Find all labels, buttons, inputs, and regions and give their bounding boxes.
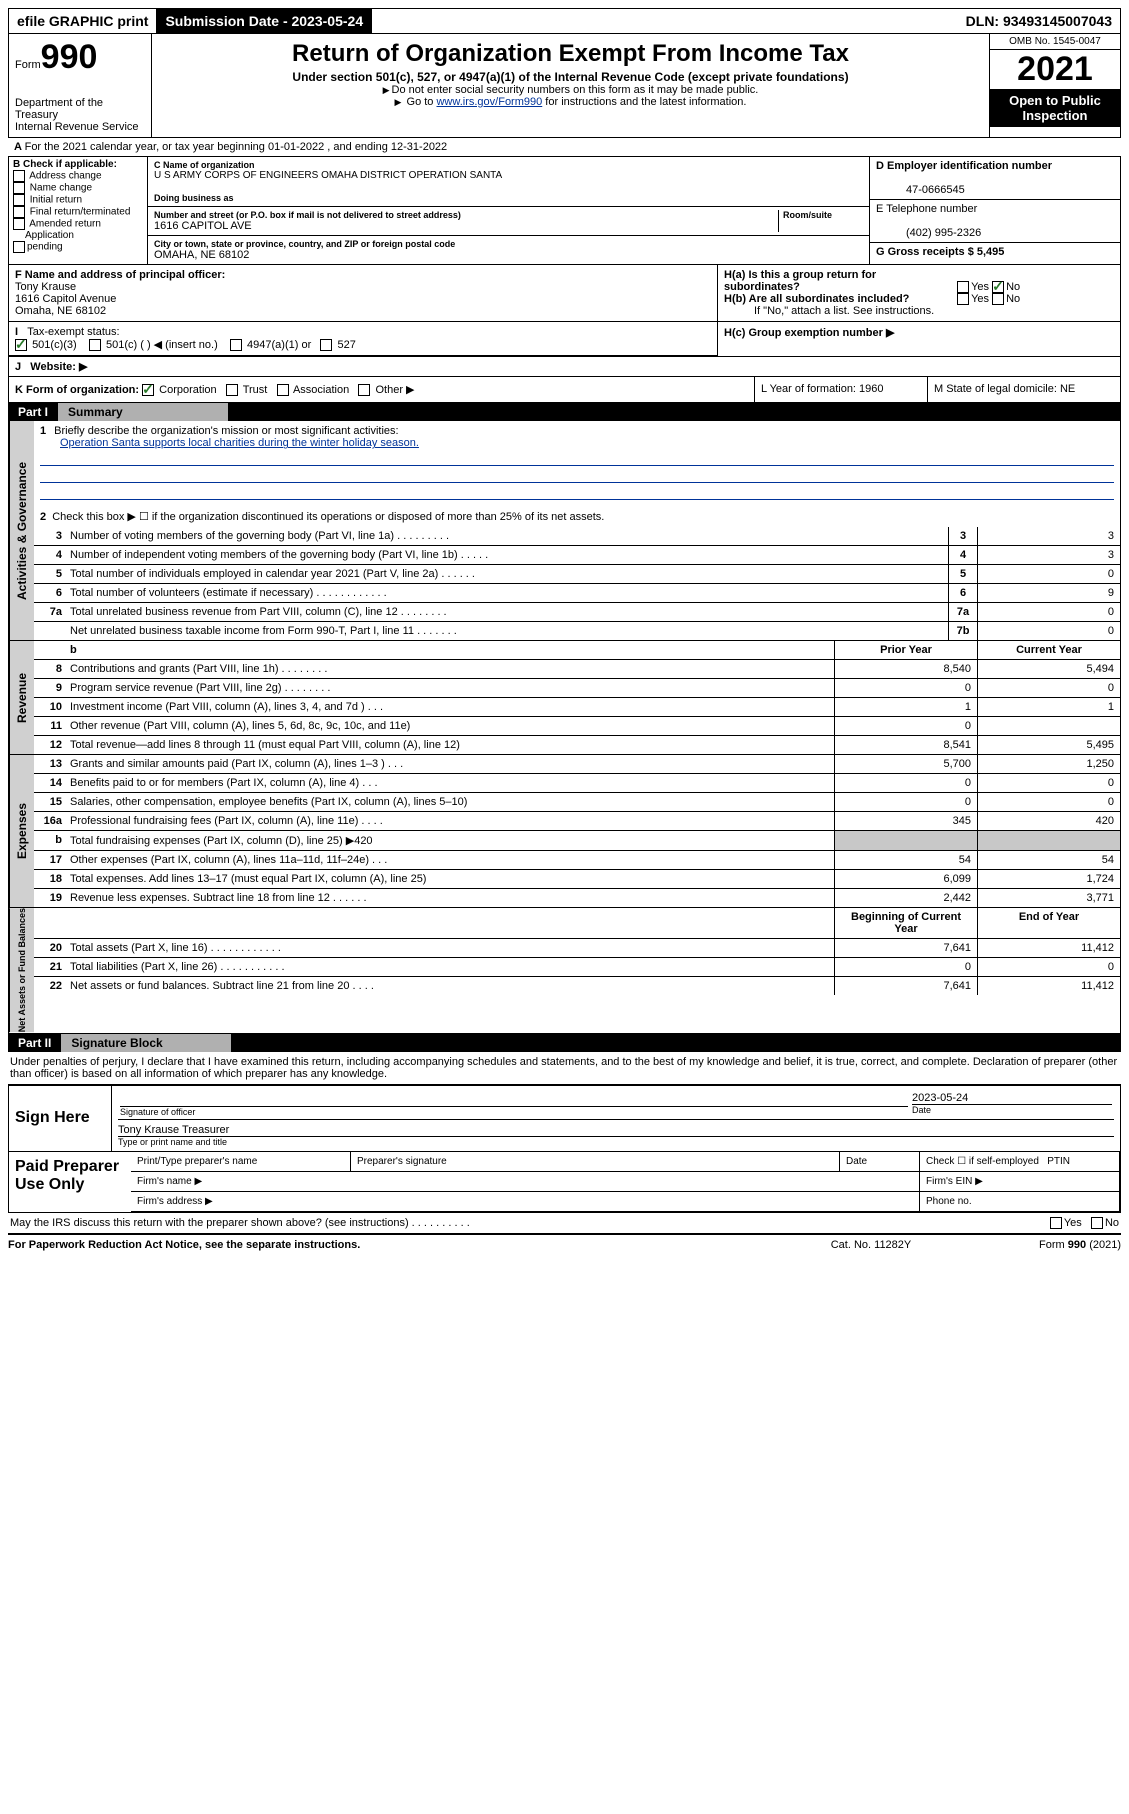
header-left: Form990 Department of the Treasury Inter… bbox=[9, 34, 152, 137]
officer-info: F Name and address of principal officer:… bbox=[9, 265, 718, 321]
form-label: Form990 bbox=[15, 38, 145, 77]
net-row: 20Total assets (Part X, line 16) . . . .… bbox=[34, 939, 1120, 958]
mission-text[interactable]: Operation Santa supports local charities… bbox=[60, 437, 419, 449]
row-i-j-hc: I Tax-exempt status: 501(c)(3) 501(c) ( … bbox=[8, 322, 1121, 357]
gov-row: 6Total number of volunteers (estimate if… bbox=[34, 584, 1120, 603]
sig-officer-label: Signature of officer bbox=[120, 1106, 908, 1117]
firm-ein: Firm's EIN ▶ bbox=[920, 1172, 1120, 1192]
year-formation: L Year of formation: 1960 bbox=[754, 377, 927, 402]
firm-phone: Phone no. bbox=[920, 1192, 1120, 1212]
vtab-expenses: Expenses bbox=[9, 755, 34, 907]
row-f-h: F Name and address of principal officer:… bbox=[8, 265, 1121, 322]
col-b: B Check if applicable: Address change Na… bbox=[9, 157, 148, 264]
sign-section: Sign Here Signature of officer 2023-05-2… bbox=[8, 1084, 1121, 1152]
discuss-row: May the IRS discuss this return with the… bbox=[8, 1213, 1121, 1235]
group-exemption: H(c) Group exemption number ▶ bbox=[718, 322, 1120, 356]
rev-row: 12Total revenue—add lines 8 through 11 (… bbox=[34, 736, 1120, 754]
line2: 2 Check this box ▶ ☐ if the organization… bbox=[34, 506, 1120, 527]
col-d: D Employer identification number 47-0666… bbox=[870, 157, 1120, 264]
net-row: 21Total liabilities (Part X, line 26) . … bbox=[34, 958, 1120, 977]
paid-preparer-section: Paid Preparer Use Only Print/Type prepar… bbox=[8, 1152, 1121, 1213]
footer: For Paperwork Reduction Act Notice, see … bbox=[8, 1235, 1121, 1255]
exp-row: 15Salaries, other compensation, employee… bbox=[34, 793, 1120, 812]
form-of-org: K Form of organization: Corporation Trus… bbox=[9, 377, 754, 402]
exp-row: 13Grants and similar amounts paid (Part … bbox=[34, 755, 1120, 774]
tax-status: I Tax-exempt status: 501(c)(3) 501(c) ( … bbox=[9, 322, 718, 356]
governance-block: Activities & Governance 1Briefly describ… bbox=[8, 421, 1121, 641]
efile-label[interactable]: efile GRAPHIC print bbox=[9, 9, 157, 33]
gov-row: 7aTotal unrelated business revenue from … bbox=[34, 603, 1120, 622]
preparer-name-h: Print/Type preparer's name bbox=[131, 1152, 351, 1172]
gov-row: Net unrelated business taxable income fr… bbox=[34, 622, 1120, 640]
preparer-sig-h: Preparer's signature bbox=[351, 1152, 840, 1172]
omb-number: OMB No. 1545-0047 bbox=[990, 34, 1120, 50]
col-c: C Name of organization U S ARMY CORPS OF… bbox=[148, 157, 870, 264]
gov-row: 5Total number of individuals employed in… bbox=[34, 565, 1120, 584]
mission-row: 1Briefly describe the organization's mis… bbox=[34, 421, 1120, 506]
header-right: OMB No. 1545-0047 2021 Open to Public In… bbox=[989, 34, 1120, 137]
penalties-text: Under penalties of perjury, I declare th… bbox=[8, 1052, 1121, 1084]
public-inspection: Open to Public Inspection bbox=[990, 89, 1120, 127]
form-header: Form990 Department of the Treasury Inter… bbox=[8, 34, 1121, 138]
irs-link[interactable]: www.irs.gov/Form990 bbox=[436, 96, 542, 108]
netassets-block: Net Assets or Fund Balances Beginning of… bbox=[8, 908, 1121, 1033]
form-title: Return of Organization Exempt From Incom… bbox=[162, 40, 979, 68]
rev-row: 8Contributions and grants (Part VIII, li… bbox=[34, 660, 1120, 679]
form-version: Form 990 (2021) bbox=[971, 1239, 1121, 1251]
exp-row: 18Total expenses. Add lines 13–17 (must … bbox=[34, 870, 1120, 889]
header-center: Return of Organization Exempt From Incom… bbox=[152, 34, 989, 137]
group-return: H(a) Is this a group return for subordin… bbox=[718, 265, 1120, 321]
rev-row: 10Investment income (Part VIII, column (… bbox=[34, 698, 1120, 717]
website-row: J Website: ▶ bbox=[8, 357, 1121, 377]
sign-here-label: Sign Here bbox=[9, 1086, 111, 1151]
net-row: 22Net assets or fund balances. Subtract … bbox=[34, 977, 1120, 995]
sig-date: 2023-05-24 bbox=[912, 1092, 1112, 1104]
rev-header: b Prior Year Current Year bbox=[34, 641, 1120, 660]
part1-header: Part I Summary bbox=[8, 403, 1121, 421]
privacy-note: Do not enter social security numbers on … bbox=[162, 84, 979, 96]
submission-date: Submission Date - 2023-05-24 bbox=[157, 9, 372, 33]
exp-row: 16aProfessional fundraising fees (Part I… bbox=[34, 812, 1120, 831]
gov-row: 4Number of independent voting members of… bbox=[34, 546, 1120, 565]
vtab-netassets: Net Assets or Fund Balances bbox=[9, 908, 34, 1032]
firm-addr: Firm's address ▶ bbox=[131, 1192, 920, 1212]
dln-label: DLN: 93493145007043 bbox=[958, 9, 1120, 33]
receipts-cell: G Gross receipts $ 5,495 bbox=[870, 243, 1120, 261]
dept-label: Department of the Treasury Internal Reve… bbox=[15, 97, 145, 133]
preparer-ptin-h: Check ☐ if self-employed PTIN bbox=[920, 1152, 1120, 1172]
phone-cell: E Telephone number (402) 995-2326 bbox=[870, 200, 1120, 243]
revenue-block: Revenue b Prior Year Current Year 8Contr… bbox=[8, 641, 1121, 755]
vtab-governance: Activities & Governance bbox=[9, 421, 34, 640]
exp-row: 17Other expenses (Part IX, column (A), l… bbox=[34, 851, 1120, 870]
gov-row: 3Number of voting members of the governi… bbox=[34, 527, 1120, 546]
part2-header: Part II Signature Block bbox=[8, 1034, 1121, 1052]
vtab-revenue: Revenue bbox=[9, 641, 34, 754]
row-k: K Form of organization: Corporation Trus… bbox=[8, 377, 1121, 403]
line-a: A For the 2021 calendar year, or tax yea… bbox=[8, 138, 1121, 157]
tax-year: 2021 bbox=[990, 50, 1120, 89]
exp-row: bTotal fundraising expenses (Part IX, co… bbox=[34, 831, 1120, 851]
city-cell: City or town, state or province, country… bbox=[148, 236, 869, 264]
exp-row: 19Revenue less expenses. Subtract line 1… bbox=[34, 889, 1120, 907]
paid-preparer-label: Paid Preparer Use Only bbox=[9, 1152, 131, 1212]
firm-name: Firm's name ▶ bbox=[131, 1172, 920, 1192]
section-abcd: B Check if applicable: Address change Na… bbox=[8, 157, 1121, 265]
rev-row: 9Program service revenue (Part VIII, lin… bbox=[34, 679, 1120, 698]
top-bar: efile GRAPHIC print Submission Date - 20… bbox=[8, 8, 1121, 34]
org-name-cell: C Name of organization U S ARMY CORPS OF… bbox=[148, 157, 869, 207]
state-domicile: M State of legal domicile: NE bbox=[927, 377, 1120, 402]
exp-row: 14Benefits paid to or for members (Part … bbox=[34, 774, 1120, 793]
preparer-date-h: Date bbox=[840, 1152, 920, 1172]
net-header: Beginning of Current Year End of Year bbox=[34, 908, 1120, 939]
rev-row: 11Other revenue (Part VIII, column (A), … bbox=[34, 717, 1120, 736]
instructions-note: Go to www.irs.gov/Form990 for instructio… bbox=[162, 96, 979, 108]
sig-name: Tony Krause Treasurer bbox=[118, 1124, 1114, 1136]
ein-cell: D Employer identification number 47-0666… bbox=[870, 157, 1120, 200]
street-cell: Number and street (or P.O. box if mail i… bbox=[148, 207, 869, 236]
form-subtitle: Under section 501(c), 527, or 4947(a)(1)… bbox=[162, 70, 979, 84]
expenses-block: Expenses 13Grants and similar amounts pa… bbox=[8, 755, 1121, 908]
